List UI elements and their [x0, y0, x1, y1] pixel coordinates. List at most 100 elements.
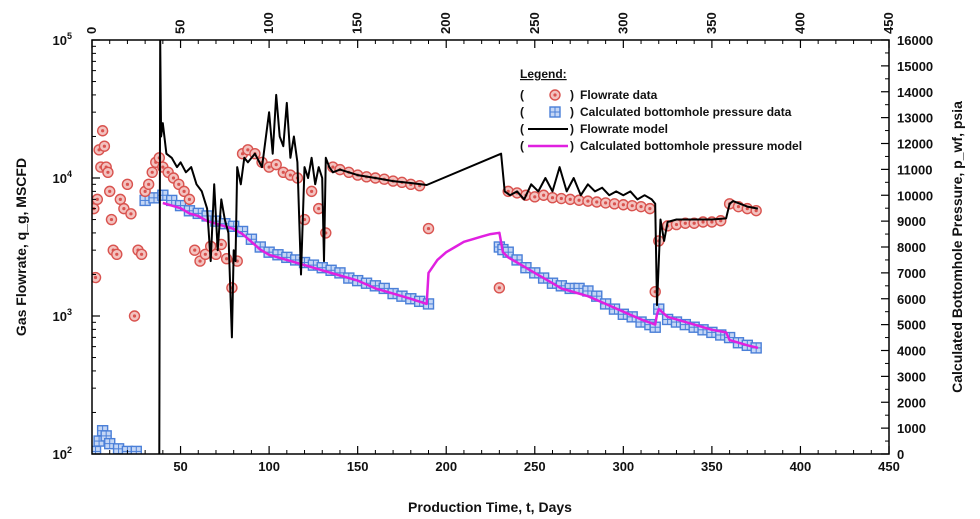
legend-entry: () Calculated bottomhole pressure model [520, 139, 802, 153]
legend: Legend: () Flowrate data () Calculated bott… [520, 67, 802, 153]
y-right-tick-label: 12000 [897, 137, 933, 152]
flowrate-marker-dot [219, 242, 223, 247]
y-right-tick-label: 2000 [897, 395, 926, 410]
flowrate-marker-dot [95, 197, 99, 201]
flowrate-marker-dot [542, 193, 546, 197]
x-tick-label: 150 [347, 459, 369, 474]
flowrate-data-point [422, 222, 435, 235]
flowrate-data-point [644, 202, 656, 215]
x-axis-label: Production Time, t, Days [408, 499, 572, 515]
y-right-axis-label: Calculated Bottomhole Pressure, p_wf, ps… [949, 101, 965, 393]
flowrate-data-point [617, 199, 630, 211]
flowrate-marker-dot [106, 170, 110, 174]
y-right-tick-label: 6000 [897, 292, 926, 307]
flowrate-marker-dot [745, 207, 749, 211]
x-top-tick-label: 0 [84, 27, 99, 34]
flowrate-marker-dot [288, 173, 292, 177]
legend-entry: () Flowrate model [520, 122, 668, 136]
flowrate-marker-dot [568, 197, 572, 201]
flowrate-marker-dot [281, 170, 285, 174]
flowrate-marker-dot [93, 275, 98, 280]
series-layer [92, 40, 762, 454]
flowrate-marker-dot [754, 209, 758, 213]
legend-label: Calculated bottomhole pressure data [580, 105, 792, 119]
y-right-tick-label: 3000 [897, 369, 926, 384]
x-tick-label: 100 [258, 459, 280, 474]
flowrate-marker-dot [426, 226, 431, 231]
flowrate-marker-dot [639, 205, 643, 209]
x-tick-label: 250 [524, 459, 546, 474]
flowrate-data-point [555, 192, 568, 205]
flowrate-marker-dot [109, 217, 114, 222]
flowrate-marker-dot [719, 219, 723, 223]
flowrate-marker-dot [710, 220, 714, 224]
flowrate-marker-dot [550, 196, 555, 200]
flowrate-data-point [649, 285, 661, 298]
x-top-tick-label: 400 [792, 12, 807, 34]
flowrate-marker-dot [102, 144, 106, 148]
flowrate-data-point [96, 125, 109, 137]
flowrate-marker-dot [198, 259, 202, 263]
flowrate-marker-dot [621, 203, 625, 207]
flowrate-marker-dot [166, 170, 170, 174]
x-top-tick-label: 350 [704, 12, 719, 34]
flowrate-marker-dot [101, 129, 105, 133]
flowrate-data-point [146, 166, 158, 178]
flowrate-data-point [128, 310, 141, 322]
flowrate-marker-dot [310, 189, 314, 193]
flowrate-data-point [102, 166, 114, 178]
y-right-tick-label: 1000 [897, 421, 926, 436]
y-right-tick-label: 10000 [897, 188, 933, 203]
flowrate-data-point [546, 191, 559, 204]
legend-paren-close: ) [570, 105, 574, 119]
flowrate-data-point [189, 244, 201, 256]
y-left-axis-label: Gas Flowrate, q_g, MSCFD [13, 158, 29, 336]
flowrate-data-point [104, 185, 116, 198]
flowrate-marker-dot [147, 182, 151, 186]
flowrate-marker-dot [182, 189, 186, 193]
flowrate-data-point [105, 213, 118, 226]
x-tick-label: 350 [701, 459, 723, 474]
pressure-data-point [130, 445, 142, 454]
flowrate-data-point [715, 215, 727, 227]
flowrate-marker-dot [533, 195, 537, 199]
flowrate-marker-dot [274, 163, 278, 167]
flowrate-marker-dot [674, 222, 679, 227]
flowrate-marker-dot [171, 176, 176, 180]
legend-label: Calculated bottomhole pressure model [580, 139, 802, 153]
flowrate-marker-dot [108, 189, 112, 193]
flowrate-marker-dot [139, 252, 144, 256]
flowrate-marker-dot [595, 200, 599, 204]
x-top-tick-label: 200 [438, 12, 453, 34]
x-tick-label: 200 [435, 459, 457, 474]
flowrate-marker-dot [125, 182, 130, 186]
flowrate-marker-dot [203, 252, 207, 256]
y-right-tick-label: 4000 [897, 344, 926, 359]
flowrate-data-point [298, 213, 311, 226]
flowrate-marker-dot [115, 252, 119, 256]
legend-flowrate-dot [553, 93, 557, 97]
legend-paren-open: ( [520, 88, 524, 102]
flowrate-marker-dot [497, 286, 501, 290]
legend-entry: () Calculated bottomhole pressure data [520, 105, 792, 119]
flowrate-marker-dot [143, 189, 147, 193]
y-right-tick-label: 5000 [897, 318, 926, 333]
flowrate-model-line [158, 40, 759, 454]
flowrate-marker-dot [683, 221, 687, 225]
flowrate-marker-dot [559, 196, 563, 201]
flowrate-marker-dot [214, 252, 218, 256]
flowrate-marker-dot [122, 207, 126, 211]
flowrate-marker-dot [612, 202, 617, 206]
flowrate-marker-dot [586, 199, 590, 203]
legend-label: Flowrate data [580, 88, 658, 102]
x-tick-label: 450 [878, 459, 900, 474]
y-right-tick-label: 7000 [897, 266, 926, 281]
x-tick-label: 50 [173, 459, 187, 474]
y-right-tick-label: 16000 [897, 33, 933, 48]
flowrate-marker-dot [225, 257, 229, 261]
flowrate-data-point [413, 179, 426, 192]
flowrate-data-point [178, 185, 190, 198]
y-right-tick-label: 15000 [897, 59, 933, 74]
